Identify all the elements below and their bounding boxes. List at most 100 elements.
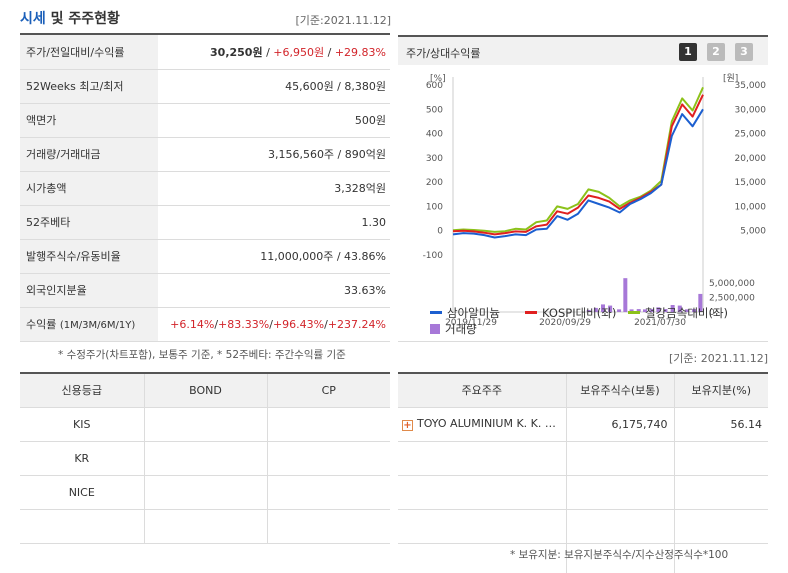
table-row: 주가/전일대비/수익률 30,250원 / +6,950원 / +29.83% [20,35,390,70]
bond-cell [144,441,268,476]
volume-tick-label: 5,000,000 [709,279,755,289]
chart-page-3-button[interactable]: 3 [735,43,753,61]
volume-bar [663,309,668,312]
row-value: 33.63% [158,273,390,308]
col-header: 보유지분(%) [674,373,768,408]
left-tick-label: 100 [426,202,443,212]
right-tick-label: 5,000 [740,227,766,237]
right-tick-label: 30,000 [735,105,767,115]
price-value: 30,250원 / +6,950원 / +29.83% [158,35,390,70]
table-row: + TOYO ALUMINIUM K. K. … 6,175,740 56.14 [398,407,768,442]
table-row: 발행주식수/유동비율 11,000,000주 / 43.86% [20,239,390,274]
shareholder-table: 주요주주 보유주식수(보통) 보유지분(%) + TOYO ALUMINIUM K… [398,372,768,573]
col-header: CP [267,373,390,408]
legend-line-swatch [628,311,640,314]
table-row: 52주베타 1.30 [20,205,390,240]
holder-pct: 56.14 [674,407,768,442]
agency-cell: KIS [20,407,145,442]
legend-line-swatch [525,311,537,314]
legend-label: KOSPI대비(좌) [542,306,617,320]
left-tick-label: 600 [426,81,443,91]
col-header: 신용등급 [20,373,145,408]
bond-cell [144,509,268,544]
volume-bar [677,305,682,312]
row-label: 거래량/거래대금 [20,137,158,172]
chart-panel: 주가/상대수익률 1 2 3 [%] [원] 600 500 400 300 200 100 0… [398,35,768,342]
volume-bar [698,293,703,312]
row-value: 45,600원 / 8,380원 [158,69,390,104]
x-tick-label: 2021/07/30 [634,318,686,328]
volume-bar [642,309,647,312]
header-row: 주요주주 보유주식수(보통) 보유지분(%) [398,373,768,408]
holder-footnote: * 보유지분: 보유지분주식수/지수산정주식수*100 [510,549,729,561]
volume-tick-label: 0 [709,308,715,318]
x-tick-label: 2020/09/29 [539,318,591,328]
cp-cell [267,441,390,476]
volume-bar [593,307,598,312]
right-tick-label: 20,000 [735,154,767,164]
legend-item: 거래량 [430,321,477,337]
right-tick-label: 10,000 [735,202,767,212]
volume-bar [623,278,628,312]
price-table: 주가/전일대비/수익률 30,250원 / +6,950원 / +29.83% … [20,35,390,342]
cp-cell [267,509,390,544]
left-tick-label: 0 [437,227,443,237]
row-value: 11,000,000주 / 43.86% [158,239,390,274]
table-row [398,509,768,544]
table-row: KR [20,441,390,476]
price-chart: [%] [원] 600 500 400 300 200 100 0 -100 35,000 30,00… [423,73,767,328]
volume-bar [586,309,591,312]
volume-bar [608,305,613,312]
row-label: 주가/전일대비/수익률 [20,35,158,70]
table-row [398,441,768,476]
row-value: 3,156,560주 / 890억원 [158,137,390,172]
left-tick-label: 500 [426,105,443,115]
holder-name-cell: + TOYO ALUMINIUM K. K. … [398,407,567,442]
chart-page-1-button[interactable]: 1 [679,43,697,61]
chart-header: 주가/상대수익률 1 2 3 [398,37,768,65]
table-row: 거래량/거래대금 3,156,560주 / 890억원 [20,137,390,172]
section-title: 시세 및 주주현황 [20,11,120,27]
col-header: BOND [144,373,268,408]
row-label: 52Weeks 최고/최저 [20,69,158,104]
series-line [452,108,704,239]
row-label: 발행주식수/유동비율 [20,239,158,274]
legend-item: 삼아알미늄 [430,305,500,321]
legend-item: KOSPI대비(좌) [525,305,616,321]
volume-bar [636,309,641,312]
cp-cell [267,407,390,442]
table-row: 외국인지분율 33.63% [20,273,390,308]
row-label: 52주베타 [20,205,158,240]
col-header: 보유주식수(보통) [566,373,675,408]
table-row: 시가총액 3,328억원 [20,171,390,206]
agency-cell: NICE [20,475,145,510]
legend-label: 철강금속대비(좌) [645,306,729,320]
returns-value: +6.14%/+83.33%/+96.43%/+237.24% [158,307,390,342]
left-axis-unit: [%] [430,74,446,84]
table-row [398,475,768,510]
holder-name[interactable]: TOYO ALUMINIUM K. K. … [417,417,556,430]
volume-tick-label: 2,500,000 [709,293,755,303]
chart-title: 주가/상대수익률 [406,47,481,60]
row-label: 외국인지분율 [20,273,158,308]
left-tick-label: 300 [426,154,443,164]
legend-item: 철강금속대비(좌) [628,305,728,321]
basis-date: [기준:2021.11.12] [295,14,391,27]
legend-label: 거래량 [445,322,477,336]
row-value: 1.30 [158,205,390,240]
right-tick-label: 25,000 [735,130,767,140]
holder-shares: 6,175,740 [566,407,675,442]
expand-plus-icon[interactable]: + [402,420,413,431]
row-label: 액면가 [20,103,158,138]
table-row: KIS [20,407,390,442]
chart-page-2-button[interactable]: 2 [707,43,725,61]
price-note: * 수정주가(차트포함), 보통주 기준, * 52주베타: 주간수익률 기준 [58,349,346,361]
bond-cell [144,475,268,510]
cp-cell [267,475,390,510]
right-tick-label: 35,000 [735,81,767,91]
legend-line-swatch [430,311,442,314]
legend-label: 삼아알미늄 [447,306,500,320]
table-row: 수익률 (1M/3M/6M/1Y) +6.14%/+83.33%/+96.43%… [20,307,390,342]
agency-cell [20,509,145,544]
agency-cell: KR [20,441,145,476]
